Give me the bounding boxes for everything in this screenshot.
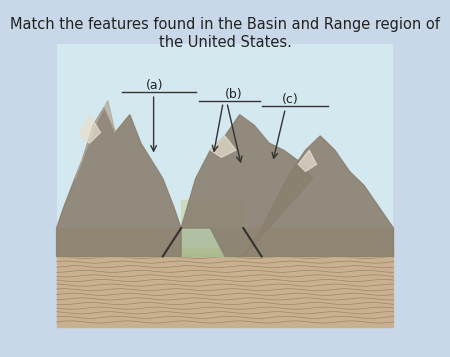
Polygon shape [57, 247, 393, 255]
Polygon shape [243, 136, 393, 256]
Polygon shape [181, 228, 243, 256]
Text: Match the features found in the Basin and Range region of the United States.: Match the features found in the Basin an… [10, 17, 440, 50]
Polygon shape [57, 228, 181, 256]
Polygon shape [210, 136, 236, 157]
Polygon shape [57, 249, 393, 327]
Text: (b): (b) [225, 87, 243, 101]
Polygon shape [57, 253, 393, 256]
Polygon shape [298, 150, 316, 171]
Polygon shape [181, 115, 313, 256]
Polygon shape [243, 228, 393, 256]
Polygon shape [79, 115, 100, 143]
Polygon shape [181, 200, 243, 228]
Polygon shape [57, 108, 181, 256]
Polygon shape [75, 101, 115, 178]
FancyBboxPatch shape [57, 44, 393, 256]
Text: (c): (c) [282, 93, 298, 106]
Text: (a): (a) [146, 79, 164, 92]
